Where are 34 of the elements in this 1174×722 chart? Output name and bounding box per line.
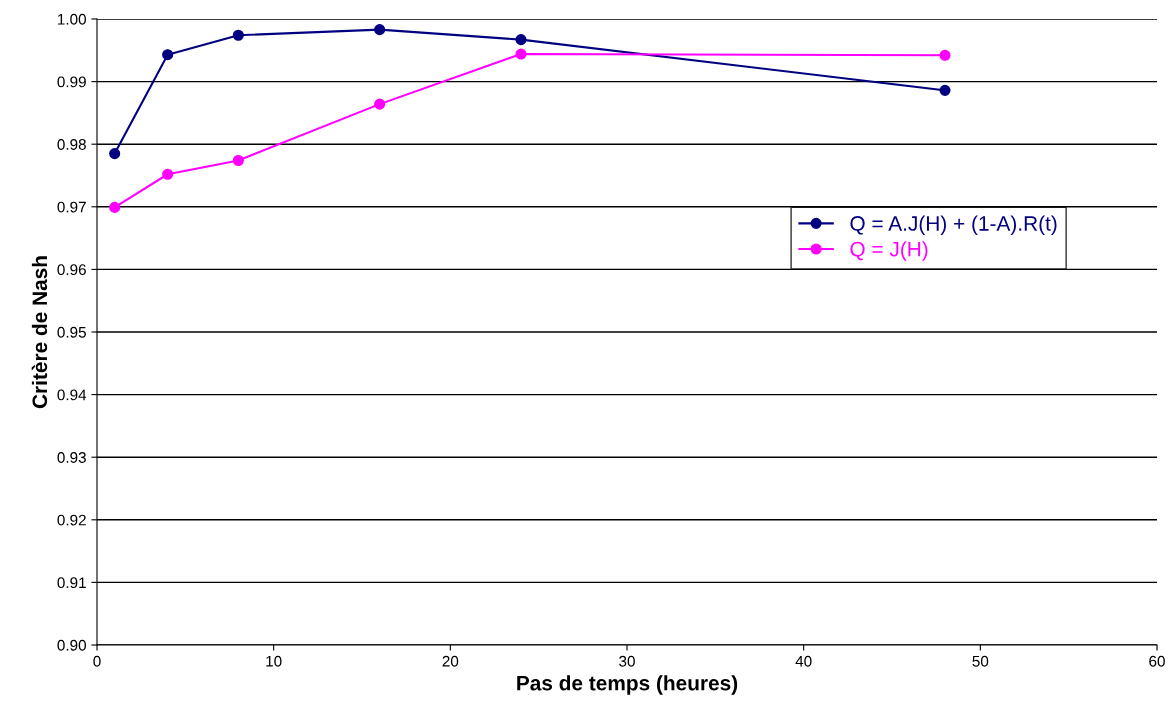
- point: [939, 49, 951, 61]
- y-tick-label: 0.94: [57, 389, 87, 401]
- x-tick-label: 60: [1149, 655, 1165, 667]
- legend-label: Q = A.J(H) + (1-A).R(t): [850, 215, 1057, 235]
- y-tick-label: 0.91: [57, 577, 86, 589]
- point: [515, 48, 527, 60]
- x-tick-label: 0: [93, 655, 101, 667]
- y-axis-title: Critère de Nash: [31, 256, 48, 409]
- y-tick-label: 0.92: [57, 514, 86, 526]
- point: [374, 98, 386, 110]
- point: [109, 148, 121, 160]
- point: [515, 34, 527, 46]
- y-tick-label: 0.96: [57, 264, 86, 276]
- x-tick-label: 40: [795, 655, 812, 667]
- y-tick-label: 0.98: [57, 139, 86, 150]
- y-tick-label: 0.97: [57, 201, 86, 213]
- point: [939, 84, 951, 96]
- y-tick-label: 0.95: [57, 326, 86, 338]
- point: [232, 29, 244, 41]
- y-tick-label: 1.00: [58, 13, 86, 25]
- point: [374, 24, 386, 36]
- legend-label: Q = J(H): [850, 241, 928, 261]
- point: [162, 49, 174, 61]
- y-tick-label: 0.90: [57, 639, 86, 651]
- x-tick-label: 50: [972, 655, 989, 667]
- y-tick-label: 0.93: [57, 452, 86, 463]
- x-tick-label: 30: [619, 655, 635, 667]
- x-tick-label: 20: [442, 655, 459, 667]
- point: [109, 201, 121, 213]
- point: [162, 168, 174, 180]
- x-axis-title: Pas de temps (heures): [517, 675, 738, 695]
- x-tick-label: 10: [266, 655, 282, 667]
- point: [232, 154, 244, 167]
- y-tick-label: 0.99: [57, 76, 86, 88]
